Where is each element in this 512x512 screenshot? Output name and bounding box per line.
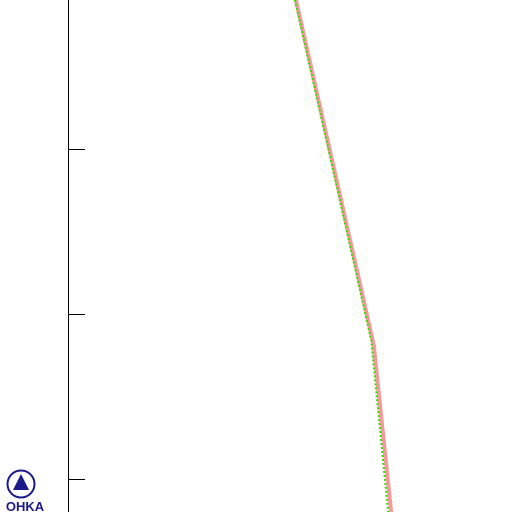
logo-text: OHKA: [6, 499, 45, 512]
data-line: [293, 0, 390, 512]
logo-circle: [6, 469, 36, 499]
data-line: [293, 0, 394, 512]
logo-triangle: [13, 474, 29, 490]
logo: OHKA: [6, 469, 45, 512]
